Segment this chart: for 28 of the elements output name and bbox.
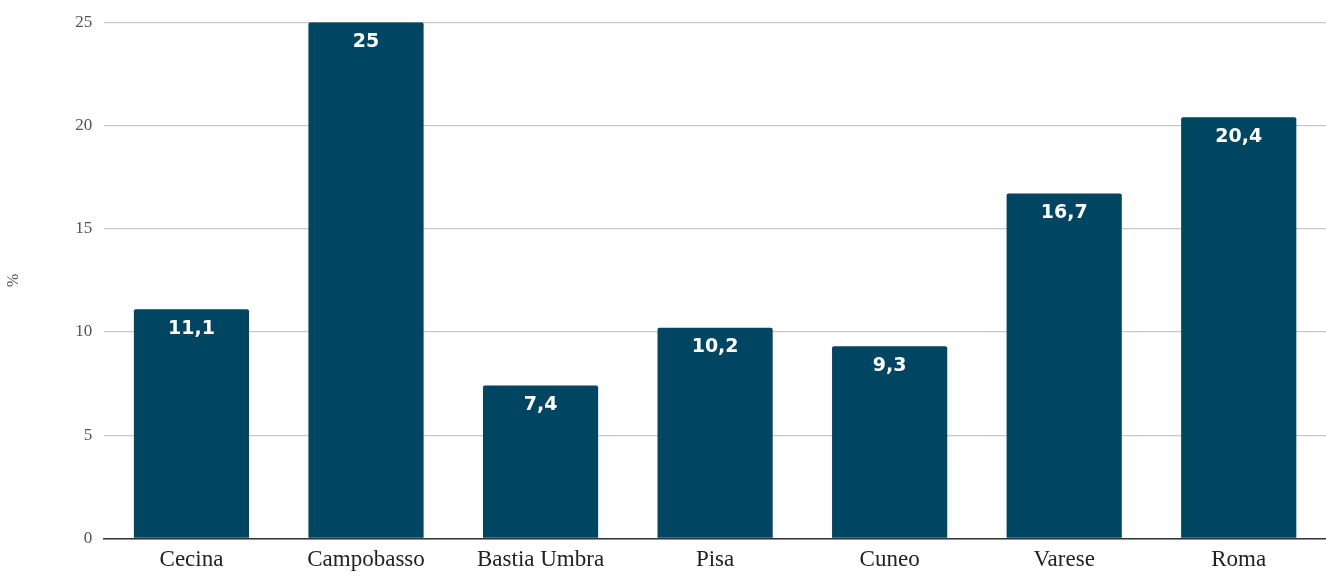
y-tick-label: 15	[75, 218, 93, 238]
data-label: 20,4	[1215, 123, 1263, 146]
y-tick-label: 0	[83, 527, 93, 547]
data-label: 9,3	[872, 352, 907, 375]
x-tick-label: Varese	[1033, 546, 1095, 572]
bar	[1006, 193, 1122, 538]
data-label: 11,1	[168, 315, 215, 338]
bar	[1181, 117, 1297, 538]
x-tick-label: Pisa	[695, 546, 735, 572]
y-tick-label: 5	[83, 424, 93, 444]
data-label: 7,4	[523, 392, 558, 415]
data-label: 25	[352, 28, 380, 51]
y-tick-label: 20	[75, 114, 93, 134]
x-tick-label: Campobasso	[307, 546, 425, 572]
data-label: 16,7	[1040, 200, 1088, 223]
bar	[657, 327, 773, 538]
bar	[832, 346, 948, 538]
x-tick-label: Roma	[1211, 546, 1267, 572]
y-tick-label: 10	[75, 321, 93, 341]
bar	[133, 309, 250, 538]
x-tick-label: Cecina	[159, 546, 224, 572]
bar	[308, 22, 424, 538]
y-axis-title: %	[3, 273, 21, 287]
x-tick-label: Bastia Umbra	[477, 546, 605, 572]
y-tick-label: 25	[75, 11, 93, 31]
x-tick-label: Cuneo	[859, 546, 920, 572]
data-label: 10,2	[691, 334, 739, 357]
bar	[482, 385, 599, 538]
